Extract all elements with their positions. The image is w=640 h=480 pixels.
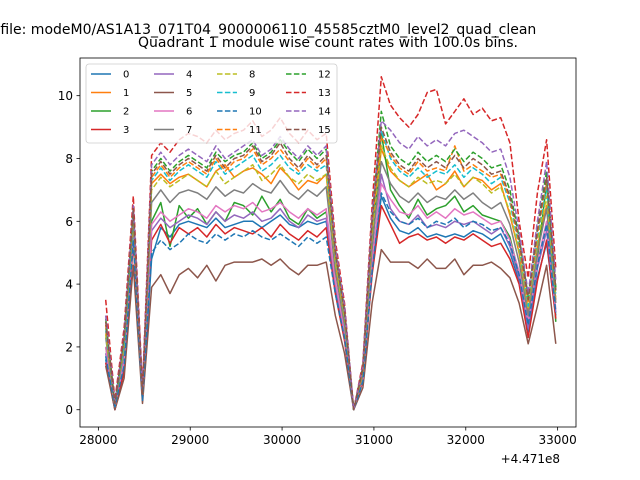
series-line-8 bbox=[104, 145, 557, 411]
legend-label-8: 8 bbox=[249, 70, 255, 81]
y-tick-label: 4 bbox=[65, 278, 73, 292]
legend-label-1: 1 bbox=[123, 88, 129, 99]
legend-label-9: 9 bbox=[249, 88, 255, 99]
chart-title: Quadrant 1 module wise count rates with … bbox=[138, 35, 518, 51]
x-tick-label: 30000 bbox=[263, 433, 301, 447]
axes-frame bbox=[79, 57, 577, 428]
series-line-7 bbox=[104, 160, 557, 411]
legend-label-10: 10 bbox=[249, 107, 262, 118]
series-layer bbox=[104, 76, 557, 411]
y-tick-label: 6 bbox=[65, 215, 73, 229]
series-line-3 bbox=[104, 204, 557, 411]
legend-frame bbox=[85, 63, 338, 144]
series-line-5 bbox=[104, 248, 557, 411]
y-tick-label: 0 bbox=[65, 403, 73, 417]
y-tick-label: 2 bbox=[65, 340, 73, 354]
x-tick-label: 32000 bbox=[447, 433, 485, 447]
y-tick-label: 8 bbox=[65, 152, 73, 166]
y-tick-label: 10 bbox=[58, 89, 73, 103]
x-tick-label: 33000 bbox=[539, 433, 577, 447]
x-tick-label: 29000 bbox=[171, 433, 209, 447]
x-axis-offset-label: +4.471e8 bbox=[500, 452, 560, 466]
legend-label-5: 5 bbox=[186, 88, 192, 99]
legend-label-11: 11 bbox=[249, 125, 262, 136]
legend-label-4: 4 bbox=[186, 70, 192, 81]
series-line-6 bbox=[104, 182, 557, 411]
legend-label-0: 0 bbox=[123, 70, 129, 81]
legend-label-12: 12 bbox=[318, 70, 331, 81]
series-line-9 bbox=[104, 129, 557, 411]
legend-label-2: 2 bbox=[123, 107, 129, 118]
figure-suptitle: n file: modeM0/AS1A13_071T04_9000006110_… bbox=[0, 22, 537, 38]
legend-label-15: 15 bbox=[318, 125, 331, 136]
legend-label-3: 3 bbox=[123, 125, 129, 136]
legend-label-6: 6 bbox=[186, 107, 192, 118]
legend-label-7: 7 bbox=[186, 125, 192, 136]
series-line-4 bbox=[104, 173, 557, 411]
series-line-11 bbox=[104, 135, 557, 411]
series-line-14 bbox=[104, 120, 557, 411]
series-line-15 bbox=[104, 126, 557, 411]
legend-label-14: 14 bbox=[318, 107, 331, 118]
x-tick-label: 28000 bbox=[79, 433, 117, 447]
ticks-layer: 28000 29000 30000 31000 32000 33000 0 2 4 6 8 10 bbox=[58, 89, 577, 447]
series-line-10 bbox=[104, 192, 557, 411]
x-tick-label: 31000 bbox=[355, 433, 393, 447]
legend-label-13: 13 bbox=[318, 88, 331, 99]
